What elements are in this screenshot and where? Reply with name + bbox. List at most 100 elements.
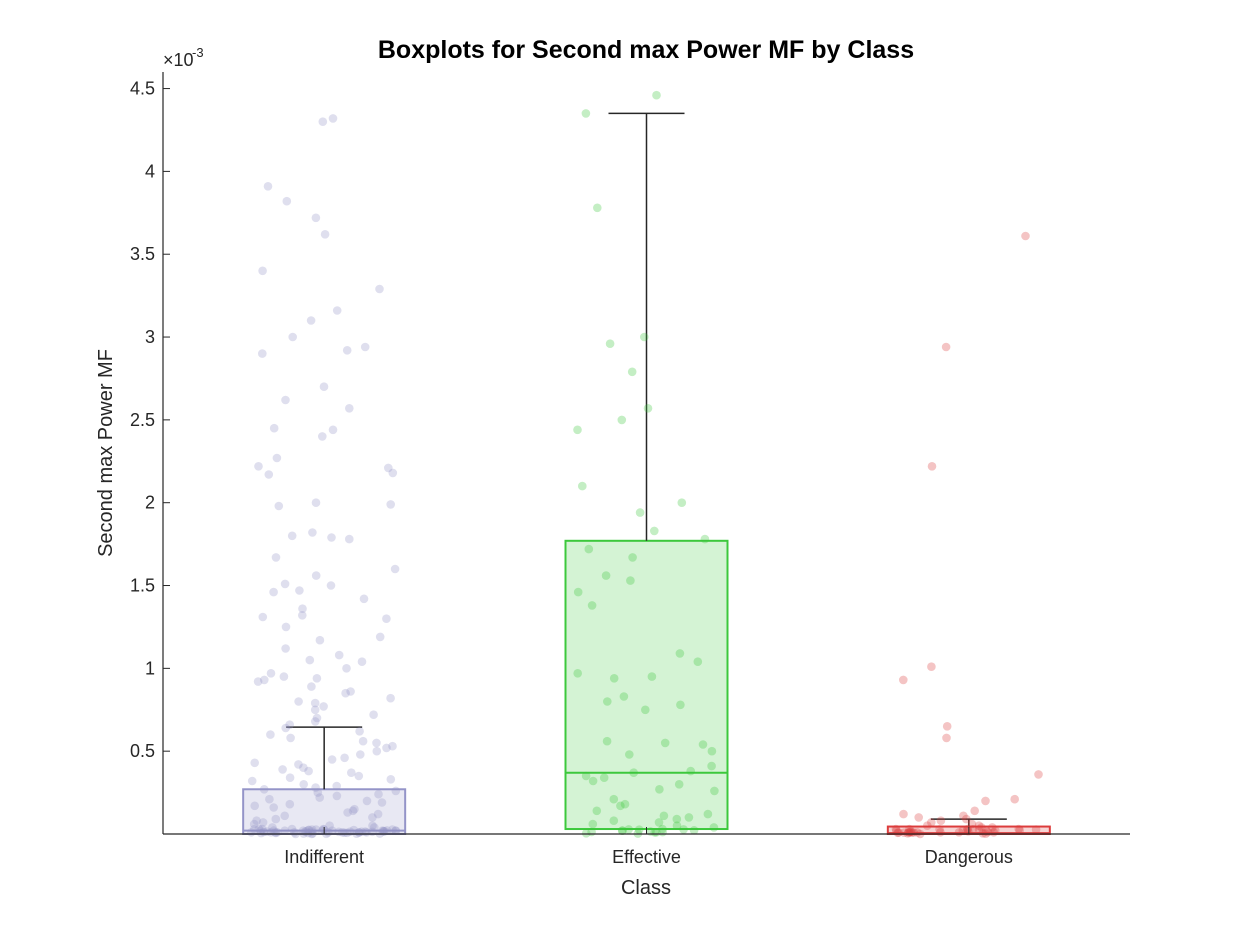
data-point <box>307 825 317 834</box>
data-point <box>249 819 259 829</box>
data-point <box>319 824 328 834</box>
data-point <box>927 662 936 671</box>
box-indifferent <box>242 788 407 836</box>
data-point <box>658 827 667 837</box>
data-point <box>311 717 320 726</box>
data-point <box>991 826 1000 835</box>
data-point <box>260 675 269 685</box>
data-point <box>892 826 901 835</box>
box-group-indifferent <box>242 114 407 839</box>
data-point <box>587 601 597 610</box>
data-point <box>266 730 275 739</box>
data-point <box>970 806 979 816</box>
y-tick-label: 0.5 <box>130 741 155 761</box>
data-point <box>360 342 370 352</box>
data-point <box>679 825 688 834</box>
data-point <box>581 109 591 118</box>
data-point <box>311 825 321 834</box>
data-point <box>256 826 265 835</box>
data-point <box>274 501 284 511</box>
data-point <box>320 230 330 239</box>
data-point <box>348 806 358 816</box>
x-tick-label: Indifferent <box>284 847 364 867</box>
data-point <box>707 761 716 771</box>
data-point <box>318 432 327 441</box>
data-point <box>258 818 268 827</box>
data-point <box>643 404 653 413</box>
data-point <box>377 798 387 807</box>
data-point <box>258 612 268 622</box>
data-point <box>250 824 259 834</box>
data-point <box>988 823 997 832</box>
data-point <box>1034 770 1043 779</box>
data-point <box>584 544 594 554</box>
data-point <box>281 644 290 653</box>
data-point <box>312 674 322 683</box>
data-point <box>306 316 316 325</box>
data-point <box>271 828 281 838</box>
data-point <box>709 823 719 832</box>
data-point <box>605 339 615 349</box>
data-point <box>578 481 587 491</box>
data-point <box>710 786 719 796</box>
data-point <box>1014 824 1023 834</box>
data-point <box>390 564 400 574</box>
data-point <box>340 753 349 763</box>
data-point <box>905 824 914 834</box>
y-exponent-base: ×10 <box>163 50 194 70</box>
data-point <box>304 825 313 835</box>
data-point <box>313 788 323 797</box>
data-point <box>391 826 401 836</box>
data-point <box>573 669 582 678</box>
x-tick-label: Dangerous <box>925 847 1013 867</box>
data-point <box>295 586 304 595</box>
data-point <box>635 508 645 517</box>
data-point <box>624 825 633 834</box>
data-point <box>942 722 952 731</box>
data-point <box>936 816 946 825</box>
data-point <box>370 823 379 832</box>
data-point <box>373 809 383 819</box>
data-point <box>978 829 988 838</box>
x-tick-label: Effective <box>612 847 681 867</box>
data-point <box>318 117 328 126</box>
data-point <box>599 773 609 782</box>
data-point <box>388 741 397 751</box>
data-point <box>601 571 611 580</box>
data-point <box>355 727 364 736</box>
data-point <box>386 693 395 703</box>
data-point <box>640 332 649 342</box>
data-point <box>304 766 313 776</box>
data-point <box>327 533 336 542</box>
data-point <box>981 796 990 806</box>
data-point <box>287 531 297 541</box>
data-point <box>350 804 359 814</box>
data-point <box>593 203 602 213</box>
y-tick-label: 2 <box>145 493 155 513</box>
x-axis-label: Class <box>621 877 671 899</box>
data-point <box>280 579 290 589</box>
data-point <box>914 813 923 822</box>
data-point <box>258 266 267 276</box>
data-point <box>893 828 903 838</box>
data-point <box>891 824 901 834</box>
data-point <box>698 740 708 749</box>
data-point <box>923 821 932 830</box>
data-point <box>620 799 630 809</box>
data-point <box>311 783 320 792</box>
data-point <box>581 829 591 838</box>
data-point <box>386 775 396 784</box>
y-exponent-label: ×10 -3 <box>163 45 204 70</box>
data-point <box>707 746 717 756</box>
data-point <box>655 785 664 794</box>
data-point <box>609 816 619 825</box>
data-point <box>343 808 352 817</box>
data-point <box>308 528 317 537</box>
plot-area <box>242 90 1051 839</box>
y-tick-label: 4.5 <box>130 79 155 99</box>
data-point <box>660 738 670 748</box>
data-point <box>281 622 291 632</box>
data-point <box>298 604 307 613</box>
data-point <box>672 821 682 830</box>
